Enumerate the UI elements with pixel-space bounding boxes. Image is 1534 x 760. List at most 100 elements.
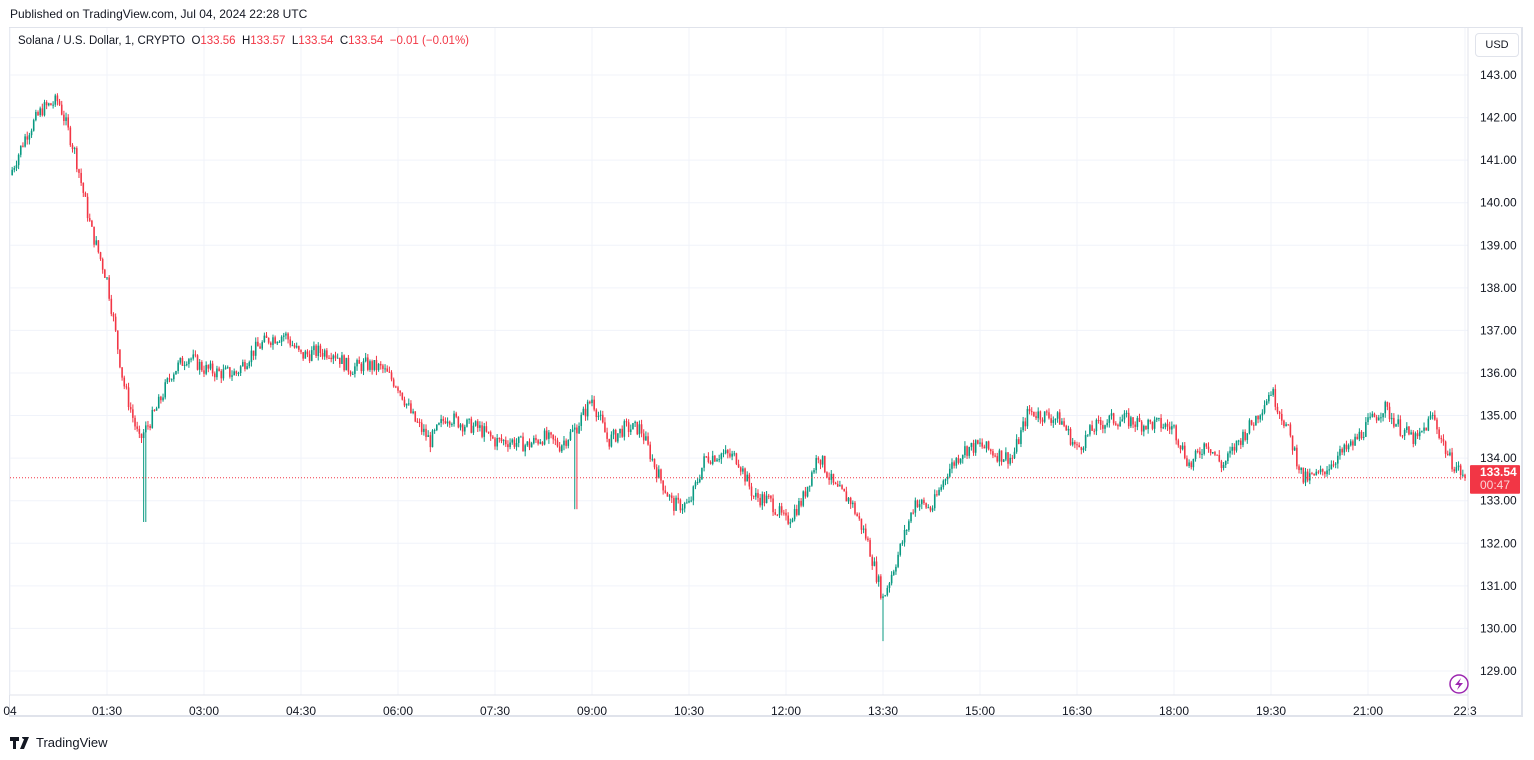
candle-body bbox=[1397, 419, 1399, 425]
candle-body bbox=[836, 484, 839, 487]
symbol-name[interactable]: Solana / U.S. Dollar, 1, CRYPTO bbox=[18, 35, 186, 47]
candle-body bbox=[703, 456, 705, 468]
candle-body bbox=[1429, 415, 1432, 419]
candle-body bbox=[1229, 450, 1231, 454]
candle-body bbox=[73, 148, 76, 150]
candle-body bbox=[1056, 412, 1059, 419]
candle-body bbox=[614, 429, 617, 442]
tradingview-logo[interactable]: TradingView bbox=[10, 735, 108, 750]
candle-body bbox=[1024, 421, 1027, 427]
candle-body bbox=[88, 218, 91, 221]
candle-body bbox=[280, 336, 283, 342]
candle-body bbox=[254, 341, 257, 356]
candle-body bbox=[476, 421, 479, 428]
candle-body bbox=[1457, 465, 1460, 468]
candle-body bbox=[354, 366, 356, 374]
candle-body bbox=[466, 419, 468, 427]
candle-body bbox=[987, 441, 990, 450]
candle-body bbox=[321, 352, 324, 357]
candle-body bbox=[670, 495, 673, 499]
candle-body bbox=[500, 438, 503, 442]
candle-body bbox=[1037, 411, 1039, 419]
candle-body bbox=[636, 421, 639, 435]
candle-body bbox=[274, 337, 276, 344]
candle-body bbox=[856, 513, 858, 517]
candle-body bbox=[634, 421, 636, 424]
candle-body bbox=[459, 424, 462, 428]
candle-body bbox=[1041, 419, 1044, 422]
candle-body bbox=[541, 442, 544, 445]
candle-body bbox=[487, 431, 490, 433]
candle-body bbox=[586, 401, 589, 417]
candle-body bbox=[24, 136, 26, 147]
candle-body bbox=[457, 416, 460, 428]
tradingview-logo-icon bbox=[10, 736, 29, 749]
y-tick-label: 142.00 bbox=[1480, 111, 1517, 125]
candle-body bbox=[379, 364, 382, 366]
candle-body bbox=[1324, 471, 1326, 475]
candle-body bbox=[994, 455, 996, 457]
candle-body bbox=[675, 497, 677, 511]
candle-body bbox=[298, 346, 300, 350]
y-tick-label: 130.00 bbox=[1480, 621, 1517, 635]
candle-body bbox=[791, 519, 794, 523]
candle-body bbox=[1076, 444, 1078, 446]
candle-body bbox=[483, 426, 486, 437]
candle-body bbox=[295, 346, 298, 348]
candle-body bbox=[977, 440, 979, 444]
candle-body bbox=[147, 425, 149, 427]
candle-body bbox=[145, 425, 147, 433]
candle-body bbox=[1063, 421, 1065, 426]
candle-body bbox=[407, 403, 410, 405]
candle-body bbox=[802, 491, 805, 506]
candle-body bbox=[188, 359, 190, 365]
candle-body bbox=[132, 409, 134, 418]
candle-body bbox=[1403, 429, 1406, 436]
candle-body bbox=[474, 421, 477, 426]
candle-body bbox=[436, 424, 438, 431]
candle-body bbox=[48, 103, 50, 106]
candle-body bbox=[1272, 389, 1274, 395]
candle-body bbox=[767, 495, 770, 497]
candle-body bbox=[1194, 450, 1197, 460]
candle-body bbox=[632, 423, 634, 430]
y-tick-label: 131.00 bbox=[1480, 579, 1517, 593]
candle-body bbox=[563, 440, 565, 446]
candle-body bbox=[351, 373, 354, 375]
candle-body bbox=[267, 337, 270, 343]
candle-body bbox=[951, 462, 953, 469]
candle-body bbox=[813, 470, 815, 473]
candle-body bbox=[412, 411, 414, 413]
currency-button[interactable]: USD bbox=[1475, 33, 1519, 57]
candle-body bbox=[1421, 430, 1423, 432]
candle-body bbox=[806, 486, 809, 497]
lightning-icon[interactable] bbox=[1449, 674, 1469, 694]
candle-body bbox=[367, 357, 369, 370]
candle-body bbox=[576, 427, 578, 434]
candle-body bbox=[371, 361, 373, 370]
candle-body bbox=[485, 426, 488, 432]
candle-body bbox=[429, 435, 432, 448]
candle-body bbox=[772, 498, 774, 513]
candle-body bbox=[358, 360, 360, 364]
candle-body bbox=[216, 368, 218, 378]
candle-body bbox=[438, 423, 440, 425]
candle-body bbox=[416, 421, 419, 423]
candle-body bbox=[513, 439, 516, 447]
candle-body bbox=[1341, 449, 1343, 453]
candle-body bbox=[530, 443, 533, 448]
candle-body bbox=[897, 554, 899, 567]
candle-body bbox=[479, 425, 481, 428]
candle-body bbox=[433, 430, 436, 432]
candle-body bbox=[1309, 473, 1311, 481]
candle-body bbox=[356, 360, 358, 367]
candle-body bbox=[261, 342, 263, 349]
candle-body bbox=[677, 497, 680, 500]
candle-body bbox=[1086, 434, 1089, 436]
candle-body bbox=[955, 458, 958, 466]
candle-body bbox=[45, 102, 48, 106]
candle-body bbox=[642, 433, 645, 441]
candle-body bbox=[332, 355, 335, 360]
candle-body bbox=[873, 561, 876, 566]
